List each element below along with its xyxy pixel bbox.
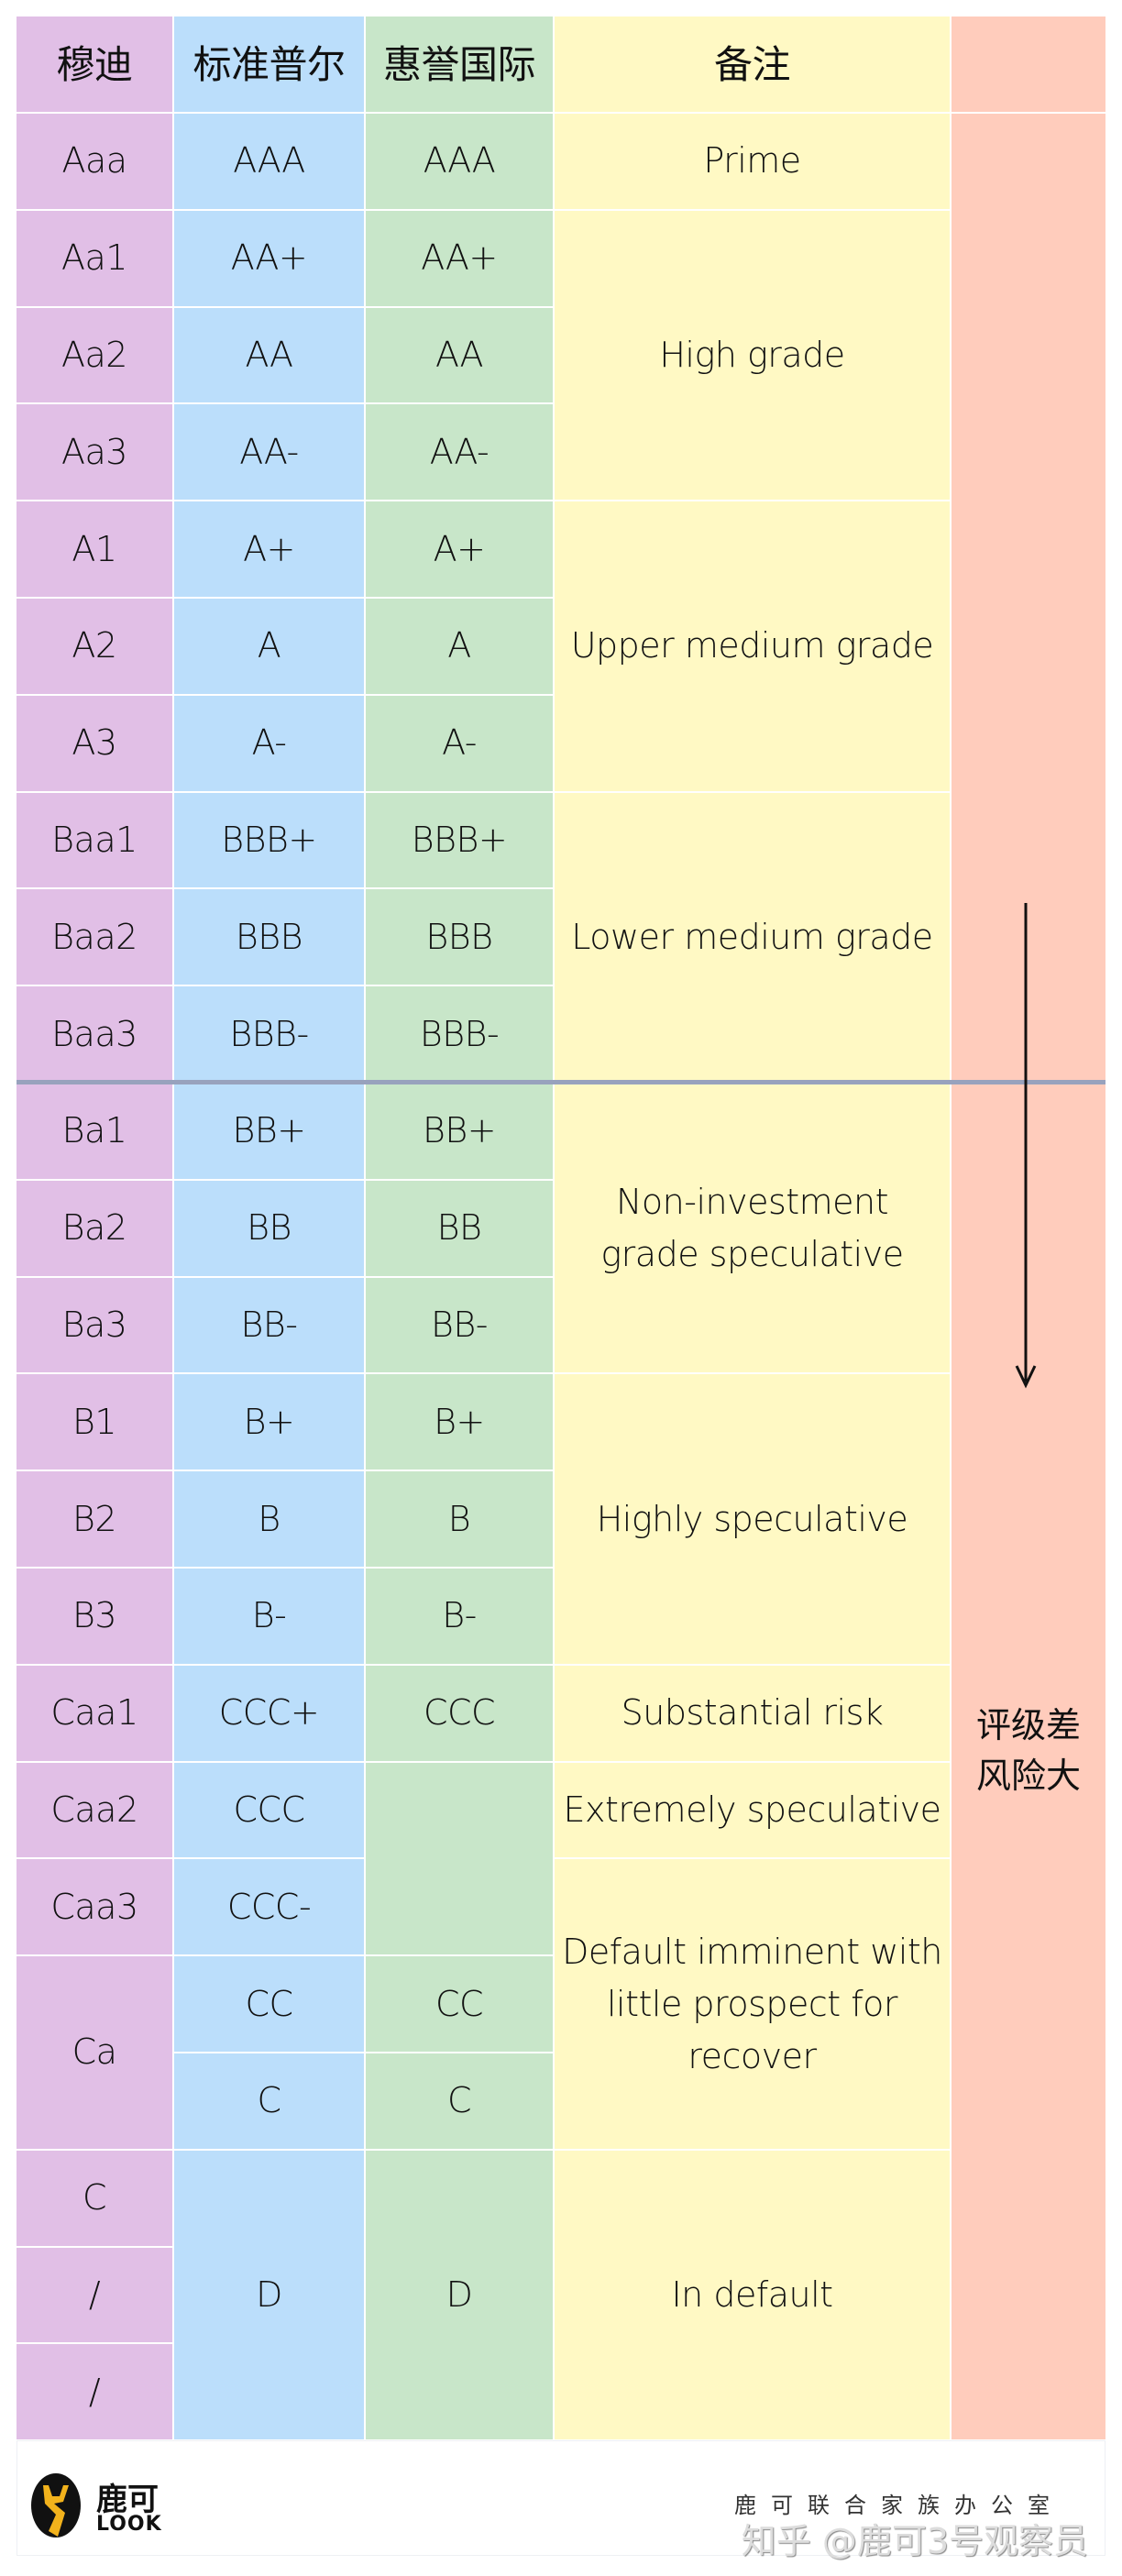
risk-label-line1: 评级差: [975, 1705, 1081, 1745]
fitch-rating-cell: BB-: [366, 1277, 553, 1373]
sp-rating-cell: BBB+: [174, 792, 364, 888]
fitch-rating-cell: BBB: [366, 889, 553, 985]
fitch-rating-cell: B-: [366, 1568, 553, 1664]
header-fitch: 惠誉国际: [366, 17, 553, 112]
moody-rating-cell: A3: [16, 695, 172, 791]
organization-name: 鹿可联合家族办公室: [734, 2493, 1064, 2518]
fitch-rating-cell: CC: [366, 1956, 553, 2052]
moody-rating-cell: Baa2: [16, 889, 172, 985]
sp-rating-cell: BB: [174, 1180, 364, 1276]
fitch-rating-cell: AA-: [366, 404, 553, 501]
header-note: 备注: [555, 17, 950, 112]
note-cell: Upper medium grade: [555, 501, 950, 791]
moody-rating-cell: Caa2: [16, 1762, 172, 1858]
footer: 鹿可 LOOK 鹿可联合家族办公室 知乎 @鹿可3号观察员: [16, 2440, 1106, 2561]
note-cell: Extremely speculative: [555, 1762, 950, 1858]
risk-column: [952, 114, 1106, 2440]
moody-rating-cell: Ca: [16, 1956, 172, 2149]
fitch-rating-cell: B+: [366, 1374, 553, 1470]
sp-rating-cell: AA-: [174, 404, 364, 501]
investment-grade-divider: [16, 1080, 1106, 1084]
header-risk: [952, 17, 1106, 112]
sp-rating-cell: CCC: [174, 1762, 364, 1858]
logo-text-cn: 鹿可: [96, 2482, 159, 2518]
header-sp: 标准普尔: [174, 17, 364, 112]
sp-rating-cell: CC: [174, 1956, 364, 2052]
fitch-rating-cell: B: [366, 1471, 553, 1567]
fitch-rating-cell: BBB+: [366, 792, 553, 888]
fitch-rating-cell: BB: [366, 1180, 553, 1276]
fitch-rating-cell: AA+: [366, 210, 553, 306]
fitch-rating-cell: D: [366, 2150, 553, 2440]
risk-label-line2: 风险大: [975, 1756, 1081, 1797]
moody-rating-cell: Ba2: [16, 1180, 172, 1276]
moody-rating-cell: A2: [16, 598, 172, 694]
moody-rating-cell: B3: [16, 1568, 172, 1664]
look-logo-icon: [31, 2473, 81, 2537]
fitch-rating-cell: BBB-: [366, 986, 553, 1082]
sp-rating-cell: BBB: [174, 889, 364, 985]
fitch-rating-cell: CCC: [366, 1665, 553, 1761]
sp-rating-cell: BBB-: [174, 986, 364, 1082]
moody-rating-cell: Caa3: [16, 1859, 172, 1955]
sp-rating-cell: A+: [174, 501, 364, 597]
note-cell: Default imminent with little prospect fo…: [555, 1859, 950, 2149]
fitch-rating-cell: A: [366, 598, 553, 694]
risk-label: 评级差 风险大: [952, 1701, 1106, 1801]
note-cell: Highly speculative: [555, 1374, 950, 1664]
sp-rating-cell: AAA: [174, 114, 364, 209]
moody-rating-cell: Ba3: [16, 1277, 172, 1373]
sp-rating-cell: CCC+: [174, 1665, 364, 1761]
sp-rating-cell: BB-: [174, 1277, 364, 1373]
arrow-down-icon: [1015, 903, 1037, 1389]
moody-rating-cell: C: [16, 2150, 172, 2246]
sp-rating-cell: B-: [174, 1568, 364, 1664]
header-moody: 穆迪: [16, 17, 172, 112]
sp-rating-cell: AA+: [174, 210, 364, 306]
note-cell: Lower medium grade: [555, 792, 950, 1082]
sp-rating-cell: CCC-: [174, 1859, 364, 1955]
moody-rating-cell: B1: [16, 1374, 172, 1470]
sp-rating-cell: BB+: [174, 1083, 364, 1179]
moody-rating-cell: /: [16, 2247, 172, 2343]
moody-rating-cell: /: [16, 2344, 172, 2440]
moody-rating-cell: A1: [16, 501, 172, 597]
fitch-rating-cell: AA: [366, 307, 553, 403]
logo-text-en: LOOK: [96, 2513, 162, 2536]
moody-rating-cell: B2: [16, 1471, 172, 1567]
moody-rating-cell: Aaa: [16, 114, 172, 209]
fitch-rating-cell: A+: [366, 501, 553, 597]
fitch-rating-cell: [366, 1762, 553, 1955]
watermark: 知乎 @鹿可3号观察员: [741, 2521, 1088, 2561]
note-cell: Prime: [555, 114, 950, 209]
sp-rating-cell: B+: [174, 1374, 364, 1470]
fitch-rating-cell: BB+: [366, 1083, 553, 1179]
sp-rating-cell: AA: [174, 307, 364, 403]
moody-rating-cell: Baa3: [16, 986, 172, 1082]
moody-rating-cell: Baa1: [16, 792, 172, 888]
sp-rating-cell: D: [174, 2150, 364, 2440]
moody-rating-cell: Caa1: [16, 1665, 172, 1761]
fitch-rating-cell: C: [366, 2053, 553, 2149]
note-cell: High grade: [555, 210, 950, 501]
rating-table: 穆迪 标准普尔 惠誉国际 备注 Aaa Aa1 Aa2 Aa3 A1 A2 A3 Baa1 Baa2 Ba…: [16, 17, 1106, 2440]
sp-rating-cell: B: [174, 1471, 364, 1567]
fitch-rating-cell: A-: [366, 695, 553, 791]
sp-rating-cell: C: [174, 2053, 364, 2149]
moody-rating-cell: Aa1: [16, 210, 172, 306]
moody-rating-cell: Aa2: [16, 307, 172, 403]
moody-rating-cell: Ba1: [16, 1083, 172, 1179]
note-cell: In default: [555, 2150, 950, 2440]
sp-rating-cell: A-: [174, 695, 364, 791]
sp-rating-cell: A: [174, 598, 364, 694]
fitch-rating-cell: AAA: [366, 114, 553, 209]
note-cell: Substantial risk: [555, 1665, 950, 1761]
note-cell: Non-investment grade speculative: [555, 1083, 950, 1373]
moody-rating-cell: Aa3: [16, 404, 172, 501]
